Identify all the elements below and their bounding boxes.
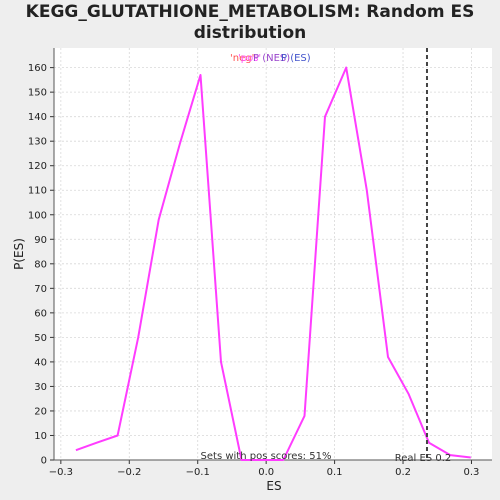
- legend: 'neg''pos'P (NES)P (ES): [230, 53, 311, 64]
- y-tick-label: 30: [34, 382, 47, 393]
- y-tick-label: 0: [41, 456, 47, 467]
- legend-entry: 'pos': [238, 53, 261, 64]
- y-tick-label: 40: [34, 357, 47, 368]
- pos-scores-annotation: Sets with pos scores: 51%: [201, 451, 332, 462]
- y-tick-label: 20: [34, 406, 47, 417]
- y-tick-label: 140: [28, 112, 47, 123]
- y-tick-label: 60: [34, 308, 47, 319]
- y-axis-label: P(ES): [12, 238, 26, 270]
- y-tick-label: 150: [28, 88, 47, 99]
- y-tick-label: 10: [34, 431, 47, 442]
- x-tick-label: 0.2: [395, 467, 411, 478]
- legend-entry: P (NES): [253, 53, 290, 64]
- y-tick-label: 90: [34, 235, 47, 246]
- y-tick-label: 80: [34, 259, 47, 270]
- axes: 0 10 20 30 40 50 60 70 80 90 100 110 120 130 140 150 160…: [28, 48, 492, 478]
- y-tick-label: 70: [34, 284, 47, 295]
- annotations: Sets with pos scores: 51% Real ES 0.2: [201, 451, 452, 464]
- x-tick-label: −0.3: [49, 467, 73, 478]
- legend-entry: P (ES): [281, 53, 311, 64]
- y-tick-label: 50: [34, 333, 47, 344]
- x-tick-label: −0.1: [186, 467, 210, 478]
- series-layer: [75, 66, 471, 461]
- x-tick-label: 0.3: [464, 467, 480, 478]
- legend-entry: 'neg': [230, 53, 254, 64]
- y-tick-label: 160: [28, 63, 47, 74]
- chart-title-line-1: KEGG_GLUTATHIONE_METABOLISM: Random ES: [25, 2, 475, 22]
- x-axis-label: ES: [266, 479, 281, 493]
- x-tick-label: 0.0: [258, 467, 274, 478]
- x-tick-label: 0.1: [327, 467, 343, 478]
- chart-title-line-2: distribution: [193, 23, 307, 43]
- x-tick-label: −0.2: [117, 467, 141, 478]
- y-tick-label: 130: [28, 137, 47, 148]
- grid: [54, 48, 492, 461]
- y-tick-label: 120: [28, 161, 47, 172]
- series-line: [75, 66, 471, 461]
- real-es-annotation: Real ES 0.2: [395, 453, 451, 464]
- y-tick-label: 110: [28, 186, 47, 197]
- y-tick-label: 100: [28, 210, 47, 221]
